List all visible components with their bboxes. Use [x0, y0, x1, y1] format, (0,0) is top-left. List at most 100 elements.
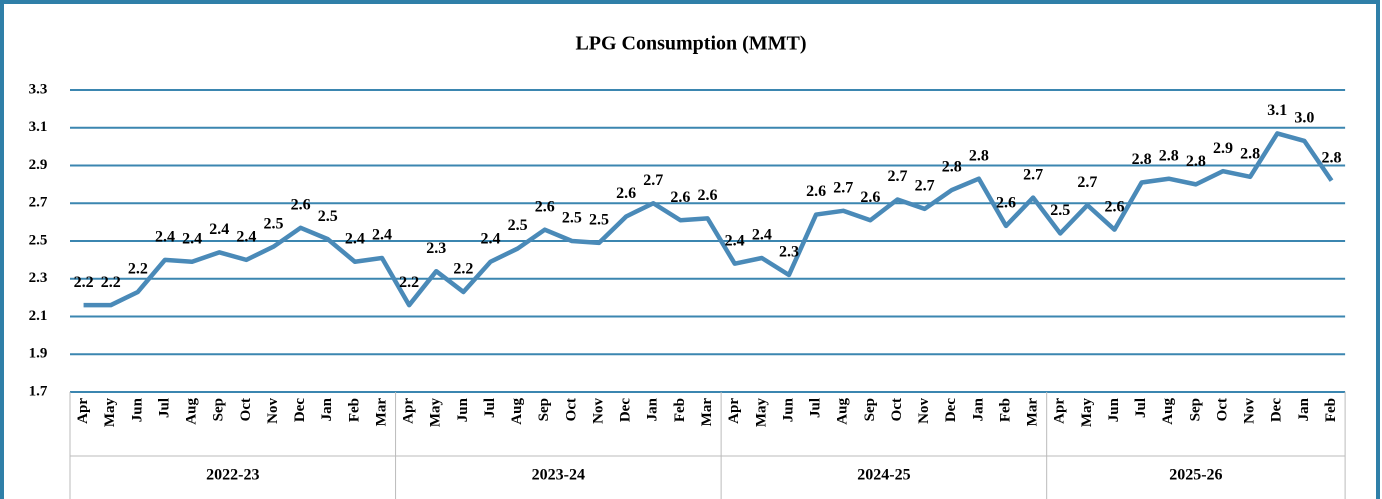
data-label: 2.6: [806, 183, 826, 200]
data-label: 2.4: [752, 227, 772, 244]
x-tick-label: Apr: [75, 398, 91, 424]
data-label: 3.1: [1267, 102, 1287, 119]
x-tick-label: Apr: [1052, 398, 1068, 424]
x-tick-label: Nov: [916, 398, 932, 424]
data-label: 2.5: [318, 208, 338, 225]
x-tick-label: Nov: [590, 398, 606, 424]
data-label: 2.4: [209, 221, 229, 238]
x-tick-label: Sep: [536, 398, 552, 421]
data-label: 2.5: [589, 212, 609, 229]
data-label: 2.8: [1186, 153, 1206, 170]
x-tick-label: Oct: [889, 398, 905, 421]
x-tick-label: May: [428, 398, 444, 428]
data-label: 2.6: [616, 185, 636, 202]
x-tick-label: Aug: [835, 398, 851, 425]
data-label: 2.6: [291, 196, 311, 213]
y-tick-label: 3.1: [29, 119, 48, 135]
x-tick-label: Jan: [970, 397, 986, 421]
data-label: 2.8: [1132, 151, 1152, 168]
data-label: 2.8: [1240, 145, 1260, 162]
x-tick-label: Jan: [645, 397, 661, 421]
data-label: 2.9: [1213, 140, 1233, 157]
x-tick-label: May: [102, 398, 118, 428]
data-label: 2.2: [74, 274, 94, 291]
y-tick-label: 2.1: [29, 308, 48, 324]
x-tick-label: Oct: [1214, 398, 1230, 421]
y-tick-label: 3.3: [29, 81, 48, 97]
group-label: 2022-23: [206, 467, 259, 484]
data-label: 2.4: [481, 230, 501, 247]
y-tick-label: 2.9: [29, 157, 48, 173]
x-tick-label: Feb: [1323, 398, 1339, 422]
group-label: 2024-25: [857, 467, 910, 484]
y-tick-label: 1.7: [29, 383, 48, 399]
data-label: 2.6: [1105, 198, 1125, 215]
x-tick-label: Jan: [319, 397, 335, 421]
line-series: [83, 131, 1334, 308]
y-tick-label: 2.3: [29, 270, 48, 286]
data-label: 2.4: [236, 229, 256, 246]
data-label: 2.2: [453, 261, 473, 278]
x-tick-label: Jul: [808, 398, 824, 418]
data-label: 2.5: [1050, 202, 1070, 219]
data-label: 2.7: [1077, 174, 1097, 191]
x-tick-label: Mar: [699, 398, 715, 427]
data-label: 2.6: [996, 195, 1016, 212]
data-label: 2.2: [128, 261, 148, 278]
data-label: 2.6: [535, 198, 555, 215]
data-label: 2.7: [915, 178, 935, 195]
x-tick-label: Dec: [1269, 398, 1285, 422]
data-label: 2.8: [942, 159, 962, 176]
x-tick-label: May: [1079, 398, 1095, 428]
x-tick-label: Apr: [401, 398, 417, 424]
x-tick-label: Jun: [455, 397, 471, 422]
data-label: 2.8: [969, 147, 989, 164]
x-tick-label: Oct: [563, 398, 579, 421]
data-label: 2.2: [399, 274, 419, 291]
x-tick-label: Aug: [1160, 398, 1176, 425]
data-label: 2.5: [562, 210, 582, 227]
x-tick-label: Aug: [184, 398, 200, 425]
x-tick-label: Jun: [780, 397, 796, 422]
x-tick-label: Nov: [1242, 398, 1258, 424]
x-tick-label: Jan: [1296, 397, 1312, 421]
x-tick-label: Sep: [211, 398, 227, 421]
data-label: 2.6: [670, 189, 690, 206]
x-tick-label: Jul: [482, 398, 498, 418]
x-tick-label: Sep: [1187, 398, 1203, 421]
data-label: 2.7: [887, 168, 907, 185]
x-tick-label: Oct: [238, 398, 254, 421]
data-label: 2.6: [860, 189, 880, 206]
data-label: 2.8: [1322, 149, 1342, 166]
data-label: 2.8: [1159, 147, 1179, 164]
chart-title: LPG Consumption (MMT): [575, 33, 806, 55]
x-tick-label: Dec: [618, 398, 634, 422]
data-label: 2.3: [779, 244, 799, 261]
x-tick-label: Nov: [265, 398, 281, 424]
data-label: 2.7: [643, 172, 663, 189]
x-tick-label: Feb: [997, 398, 1013, 422]
data-label: 2.4: [345, 230, 365, 247]
x-tick-label: Sep: [862, 398, 878, 421]
x-tick-label: May: [753, 398, 769, 428]
data-label: 2.7: [1023, 166, 1043, 183]
x-tick-label: Feb: [672, 398, 688, 422]
x-tick-label: Dec: [943, 398, 959, 422]
data-label: 2.3: [426, 240, 446, 257]
y-tick-label: 2.5: [29, 232, 48, 248]
data-label: 3.0: [1294, 110, 1314, 127]
x-tick-label: Apr: [726, 398, 742, 424]
data-label: 2.6: [698, 187, 718, 204]
x-tick-label: Jul: [1133, 398, 1149, 418]
y-tick-label: 2.7: [29, 195, 48, 211]
x-tick-label: Jul: [156, 398, 172, 418]
x-tick-label: Mar: [1025, 398, 1041, 427]
x-tick-label: Jun: [1106, 397, 1122, 422]
x-tick-label: Aug: [509, 398, 525, 425]
data-label: 2.7: [833, 179, 853, 196]
x-tick-label: Jun: [129, 397, 145, 422]
data-label: 2.5: [263, 215, 283, 232]
data-label: 2.4: [155, 229, 175, 246]
x-tick-label: Dec: [292, 398, 308, 422]
